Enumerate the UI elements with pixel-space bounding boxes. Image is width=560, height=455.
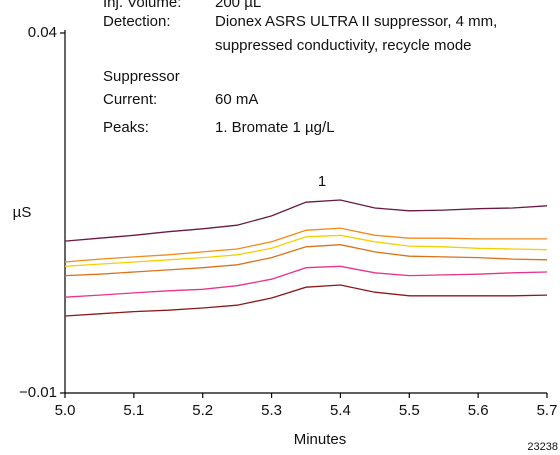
note-text: suppressed conductivity, recycle mode (215, 37, 472, 54)
trace (64, 244, 548, 277)
note-text: 60 mA (215, 91, 258, 108)
figure-id: 23238 (527, 441, 558, 453)
x-tick-label: 5.2 (192, 402, 213, 419)
trace (64, 199, 548, 242)
x-tick-label: 5.6 (468, 402, 489, 419)
note-label: Current: (103, 91, 157, 108)
x-tick-label: 5.7 (537, 402, 558, 419)
x-tick-label: 5.1 (123, 402, 144, 419)
x-axis-label: Minutes (294, 431, 347, 448)
trace (64, 284, 548, 317)
note-label: Detection: (103, 13, 171, 30)
note-text: 1. Bromate 1 µg/L (215, 119, 335, 136)
trace (64, 227, 547, 263)
x-tick-label: 5.0 (55, 402, 76, 419)
note-label: Suppressor (103, 68, 180, 85)
x-tick-label: 5.4 (330, 402, 351, 419)
y-tick-label: −0.01 (19, 384, 57, 401)
x-tick-label: 5.3 (261, 402, 282, 419)
trace (64, 265, 548, 298)
trace (64, 234, 548, 267)
note-label: Peaks: (103, 119, 149, 136)
note-label: Inj. Volume: (103, 0, 181, 11)
peak-label: 1 (318, 173, 326, 190)
note-text: Dionex ASRS ULTRA II suppressor, 4 mm, (215, 13, 497, 30)
y-tick-label: 0.04 (28, 24, 57, 41)
note-text: 200 µL (215, 0, 261, 11)
x-tick-label: 5.5 (399, 402, 420, 419)
y-axis-label: µS (13, 204, 32, 221)
